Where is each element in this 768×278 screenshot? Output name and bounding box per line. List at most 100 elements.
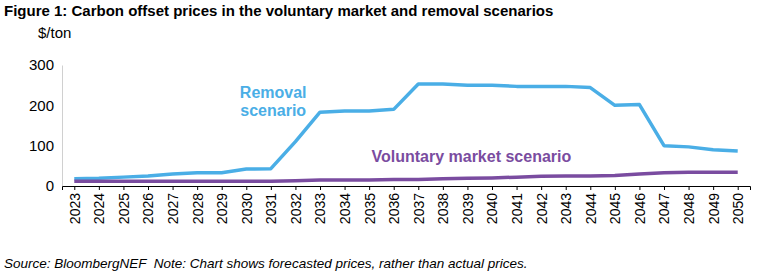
- x-tick: 2043: [558, 186, 574, 224]
- y-tick: 100: [29, 137, 62, 154]
- x-tick: 2042: [534, 186, 550, 224]
- x-tick-label: 2039: [460, 193, 476, 224]
- y-axis-title: $/ton: [38, 24, 71, 41]
- x-tick-mark: [541, 186, 542, 190]
- y-tick-label: 200: [29, 97, 54, 114]
- x-tick-mark: [590, 186, 591, 190]
- plot-area: 0100200300202320242025202620272028202920…: [29, 56, 751, 224]
- x-tick: 2036: [386, 186, 402, 224]
- y-axis-line: [62, 66, 63, 187]
- x-tick-mark: [295, 186, 296, 190]
- x-tick: 2045: [607, 186, 623, 224]
- x-tick-mark: [738, 186, 739, 190]
- y-tick-label: 300: [29, 56, 54, 73]
- x-tick: 2038: [435, 186, 451, 224]
- x-tick-mark: [246, 186, 247, 190]
- x-tick-mark: [517, 186, 518, 190]
- x-axis: 2023 2024 2025 2026 2027 2028 2029 2030 2031 2032…: [63, 186, 751, 224]
- x-tick: 2030: [239, 186, 255, 224]
- x-tick: 2028: [190, 186, 206, 224]
- y-tick-label: 100: [29, 137, 54, 154]
- x-tick-mark: [148, 186, 149, 190]
- series-label: Removalscenario: [240, 84, 307, 119]
- x-tick-label: 2029: [214, 193, 230, 224]
- x-tick-mark: [443, 186, 444, 190]
- x-tick-mark: [345, 186, 346, 190]
- x-tick: 2033: [312, 186, 328, 224]
- x-tick-label: 2032: [288, 193, 304, 224]
- x-tick-label: 2041: [509, 193, 525, 224]
- x-tick-mark: [74, 186, 75, 190]
- x-tick-mark: [566, 186, 567, 190]
- x-tick-label: 2047: [656, 193, 672, 224]
- series-line: [74, 172, 737, 181]
- x-tick-label: 2023: [67, 193, 83, 224]
- x-tick-label: 2040: [484, 193, 500, 224]
- x-tick-mark: [615, 186, 616, 190]
- x-tick: 2025: [116, 186, 132, 224]
- x-tick-label: 2050: [730, 193, 746, 224]
- x-tick: 2029: [214, 186, 230, 224]
- x-tick: 2037: [411, 186, 427, 224]
- x-tick-label: 2046: [632, 193, 648, 224]
- source-note: Source: BloombergNEF Note: Chart shows f…: [4, 256, 528, 271]
- x-tick-label: 2033: [312, 193, 328, 224]
- x-axis-line: [63, 187, 751, 191]
- x-tick: 2047: [656, 186, 672, 224]
- lines: [74, 84, 737, 181]
- x-tick: 2024: [91, 186, 107, 224]
- x-tick-mark: [394, 186, 395, 190]
- x-tick-label: 2049: [706, 193, 722, 224]
- x-tick-mark: [689, 186, 690, 190]
- x-tick-label: 2045: [607, 193, 623, 224]
- x-tick: 2049: [706, 186, 722, 224]
- x-tick-label: 2026: [140, 193, 156, 224]
- x-tick-mark: [99, 186, 100, 190]
- x-tick-label: 2035: [362, 193, 378, 224]
- x-tick-mark: [222, 186, 223, 190]
- y-tick: 200: [29, 97, 62, 114]
- y-tick-label: 0: [46, 177, 54, 194]
- series-line: [74, 84, 737, 179]
- x-tick-mark: [271, 186, 272, 190]
- x-tick: 2027: [165, 186, 181, 224]
- x-tick-label: 2042: [534, 193, 550, 224]
- x-tick: 2041: [509, 186, 525, 224]
- x-tick-label: 2034: [337, 193, 353, 224]
- x-tick: 2034: [337, 186, 353, 224]
- x-tick-label: 2048: [681, 193, 697, 224]
- x-tick: 2044: [583, 186, 599, 224]
- x-tick-mark: [639, 186, 640, 190]
- x-tick-label: 2025: [116, 193, 132, 224]
- x-tick-label: 2028: [190, 193, 206, 224]
- x-tick-label: 2038: [435, 193, 451, 224]
- y-tick: 300: [29, 56, 62, 73]
- x-tick-label: 2044: [583, 193, 599, 224]
- x-tick-label: 2030: [239, 193, 255, 224]
- x-tick-mark: [123, 186, 124, 190]
- x-tick: 2035: [362, 186, 378, 224]
- y-tick: 0: [46, 177, 62, 194]
- series-label: Voluntary market scenario: [371, 148, 571, 165]
- x-tick-mark: [197, 186, 198, 190]
- x-tick-label: 2031: [263, 193, 279, 224]
- x-tick-label: 2043: [558, 193, 574, 224]
- x-tick-label: 2037: [411, 193, 427, 224]
- x-tick-label: 2027: [165, 193, 181, 224]
- x-tick: 2031: [263, 186, 279, 224]
- x-tick-mark: [418, 186, 419, 190]
- x-tick: 2050: [730, 186, 746, 224]
- x-tick-label: 2036: [386, 193, 402, 224]
- y-axis: 0 100 200 300: [29, 56, 63, 194]
- x-tick-mark: [664, 186, 665, 190]
- x-tick-mark: [492, 186, 493, 190]
- x-tick-label: 2024: [91, 193, 107, 224]
- x-tick: 2040: [484, 186, 500, 224]
- x-tick: 2039: [460, 186, 476, 224]
- chart: Figure 1: Carbon offset prices in the vo…: [0, 0, 768, 278]
- x-tick: 2032: [288, 186, 304, 224]
- x-tick: 2048: [681, 186, 697, 224]
- x-tick: 2023: [67, 186, 83, 224]
- x-tick: 2026: [140, 186, 156, 224]
- x-tick-mark: [369, 186, 370, 190]
